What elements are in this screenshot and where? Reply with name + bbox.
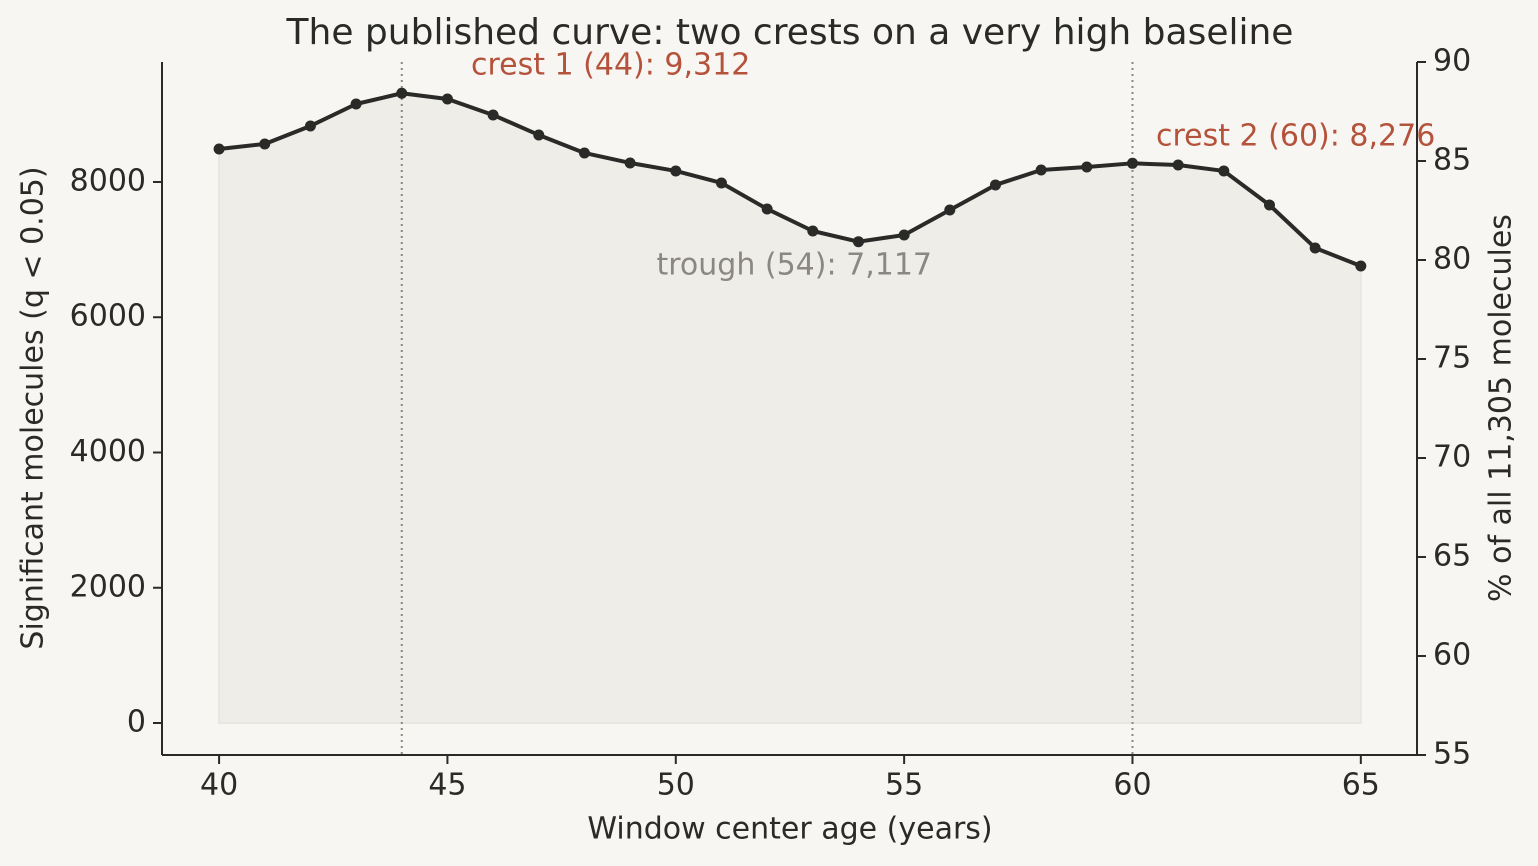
point xyxy=(624,157,636,169)
point xyxy=(1263,199,1275,211)
y-tick-label: 8000 xyxy=(70,163,146,198)
point xyxy=(1172,159,1184,171)
x-tick-label: 50 xyxy=(657,768,695,803)
line xyxy=(218,91,1362,268)
y-tick-label: 4000 xyxy=(70,434,146,469)
point xyxy=(715,177,727,189)
y2-tick-label: 75 xyxy=(1433,341,1471,376)
point xyxy=(898,229,910,241)
y2-tick-label: 65 xyxy=(1433,539,1471,574)
point xyxy=(670,165,682,177)
point xyxy=(1218,165,1230,177)
point xyxy=(578,147,590,159)
y2-tick-label: 70 xyxy=(1433,440,1471,475)
y2-tick-label: 80 xyxy=(1433,242,1471,277)
point xyxy=(989,179,1001,191)
y2-tick-label: 60 xyxy=(1433,638,1471,673)
point xyxy=(1081,161,1093,173)
x-tick-label: 65 xyxy=(1342,768,1380,803)
point xyxy=(807,225,819,237)
x-axis-label: Window center age (years) xyxy=(587,812,992,847)
chart-title: The published curve: two crests on a ver… xyxy=(286,12,1294,53)
x-tick-label: 40 xyxy=(200,768,238,803)
point xyxy=(213,143,225,155)
point xyxy=(304,120,316,132)
y2-tick-label: 90 xyxy=(1433,44,1471,79)
y2-tick-label: 55 xyxy=(1433,737,1471,772)
y-tick-label: 0 xyxy=(127,705,146,740)
point xyxy=(396,87,408,99)
point xyxy=(944,204,956,216)
point xyxy=(852,236,864,248)
x-tick-label: 60 xyxy=(1113,768,1151,803)
annotation: trough (54): 7,117 xyxy=(656,248,932,283)
y2-tick-label: 85 xyxy=(1433,143,1471,178)
point xyxy=(1126,157,1138,169)
point xyxy=(259,138,271,150)
annotation: crest 1 (44): 9,312 xyxy=(471,48,750,83)
y2-axis-label: % of all 11,305 molecules xyxy=(1484,214,1519,602)
x-tick-label: 45 xyxy=(428,768,466,803)
point xyxy=(487,109,499,121)
point xyxy=(1309,242,1321,254)
annotation: crest 2 (60): 8,276 xyxy=(1156,119,1435,154)
x-tick-label: 55 xyxy=(885,768,923,803)
point xyxy=(441,93,453,105)
point xyxy=(1035,164,1047,176)
point xyxy=(350,98,362,110)
y-tick-label: 2000 xyxy=(70,569,146,604)
y-axis-label: Significant molecules (q < 0.05) xyxy=(16,166,51,649)
point xyxy=(761,203,773,215)
y-tick-label: 6000 xyxy=(70,299,146,334)
point xyxy=(1355,260,1367,272)
point xyxy=(533,129,545,141)
